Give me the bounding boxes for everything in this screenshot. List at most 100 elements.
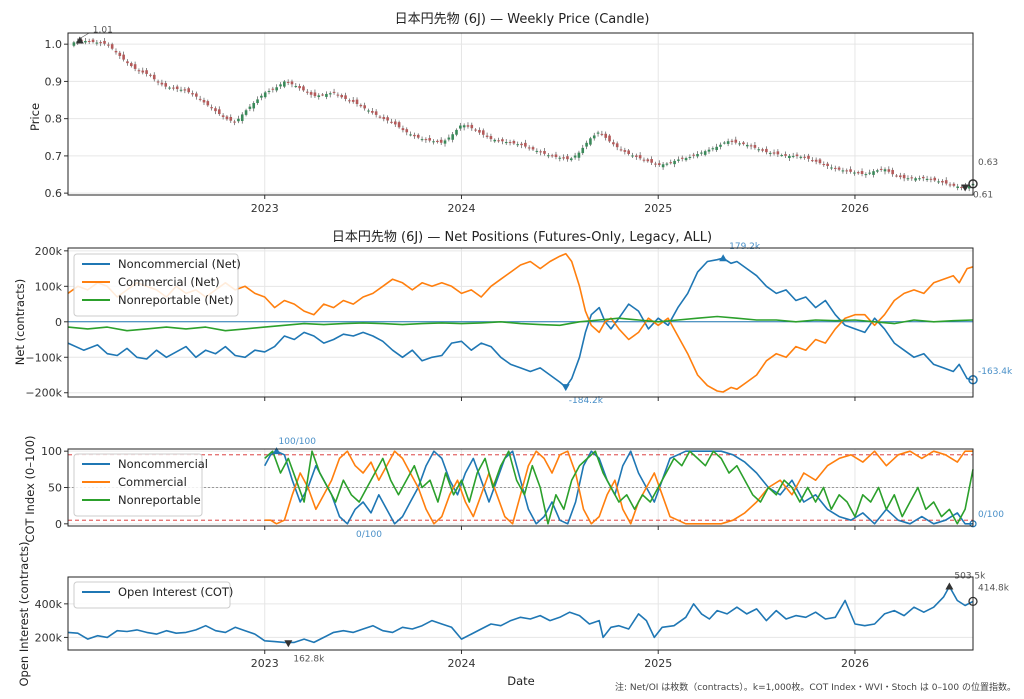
candle-body	[753, 145, 757, 148]
candle-body	[569, 158, 573, 161]
candle-body	[397, 122, 401, 128]
candle-body	[279, 84, 282, 87]
y-tick-label: 0	[55, 316, 62, 329]
candle-body	[137, 70, 141, 72]
candle-body	[290, 81, 294, 85]
candle-body	[413, 134, 416, 137]
candle-body	[328, 93, 332, 95]
price-y-axis-label: Price	[28, 103, 42, 131]
x-tick-label: 2024	[447, 657, 475, 670]
candle-body	[405, 129, 409, 133]
candle-body	[325, 93, 328, 97]
candle-body	[841, 170, 845, 172]
candle-body	[489, 136, 493, 140]
candle-body	[757, 149, 761, 151]
candle-body	[84, 40, 87, 43]
legend-entry: Noncommercial	[118, 457, 208, 471]
candle-body	[619, 149, 623, 151]
candle-body	[765, 148, 768, 153]
candle-body	[696, 154, 699, 157]
x-tick-label: 2026	[841, 657, 869, 670]
y-tick-label: −100k	[25, 351, 62, 364]
annotation-leader	[79, 32, 90, 39]
candle-body	[906, 178, 910, 180]
candle-body	[910, 177, 914, 179]
candle-body	[237, 118, 240, 122]
y-tick-label: 0	[55, 518, 62, 531]
candle-body	[738, 143, 741, 145]
candle-body	[229, 117, 233, 121]
candle-body	[451, 134, 454, 140]
candle-body	[294, 86, 298, 88]
candle-body	[902, 174, 906, 179]
candle-body	[87, 40, 91, 42]
candle-body	[895, 175, 898, 177]
candle-body	[788, 155, 791, 159]
candle-body	[803, 156, 806, 158]
candle-body	[952, 183, 956, 186]
candle-body	[776, 151, 780, 155]
candle-body	[95, 42, 99, 44]
candle-body	[799, 156, 803, 158]
candle-body	[726, 141, 730, 144]
candle-body	[876, 170, 879, 172]
candle-body	[554, 154, 558, 158]
candle-body	[646, 159, 650, 162]
candle-body	[122, 54, 125, 60]
last-annotation: 414.8k	[978, 583, 1010, 593]
candle-body	[539, 151, 542, 153]
legend-entry: Commercial (Net)	[118, 275, 220, 289]
candle-body	[807, 155, 810, 159]
candle-body	[650, 159, 653, 163]
legend-box	[73, 253, 239, 317]
candle-body	[321, 94, 324, 96]
candle-body	[474, 129, 477, 131]
candle-body	[401, 128, 405, 131]
net-series-line	[67, 315, 974, 332]
candle-body	[133, 64, 137, 69]
candle-body	[604, 133, 608, 138]
candle-body	[263, 92, 267, 98]
candle-body	[497, 140, 500, 142]
candle-body	[149, 74, 152, 76]
candle-body	[864, 174, 868, 176]
candle-body	[573, 155, 577, 158]
candle-body	[543, 151, 546, 154]
candle-body	[608, 135, 611, 142]
candle-body	[550, 155, 554, 157]
cot-series-line	[264, 450, 973, 525]
candle-body	[168, 87, 171, 89]
max-annotation: 503.5k	[954, 571, 986, 581]
footnote: 注: Net/OI は枚数（contracts）。k=1,000枚。COT In…	[615, 681, 1016, 693]
candle-body	[566, 156, 569, 160]
candle-body	[256, 99, 259, 104]
candle-body	[432, 141, 435, 143]
candle-body	[933, 177, 937, 181]
cot-series-line	[263, 450, 973, 525]
max-marker	[272, 447, 281, 455]
candle-body	[814, 159, 818, 162]
candle-body	[562, 157, 565, 159]
candle-body	[589, 138, 592, 145]
candle-body	[654, 163, 657, 165]
candle-body	[481, 130, 485, 135]
candle-body	[436, 140, 439, 143]
candle-body	[175, 86, 179, 90]
last-annotation: 0.63	[978, 158, 998, 168]
candle-body	[921, 176, 925, 179]
candle-body	[707, 149, 711, 152]
candle-body	[960, 186, 963, 188]
candle-body	[221, 115, 225, 117]
candle-body	[420, 139, 424, 141]
candle-body	[887, 169, 891, 172]
candle-body	[956, 186, 959, 189]
min-marker	[561, 384, 570, 392]
candle-body	[271, 88, 275, 90]
candle-body	[198, 98, 202, 100]
candle-body	[103, 40, 106, 44]
legend-entry: Nonreportable (Net)	[118, 293, 233, 307]
candle-body	[107, 44, 110, 46]
candle-body	[478, 129, 481, 133]
candle-body	[657, 163, 661, 166]
candle-body	[508, 142, 512, 144]
